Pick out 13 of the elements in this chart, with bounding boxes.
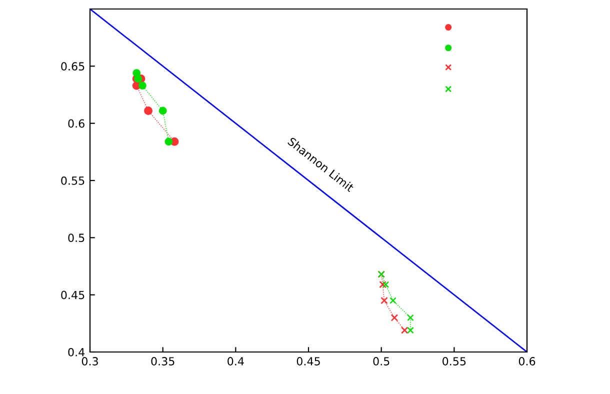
y-tick-label: 0.65 <box>61 62 84 71</box>
x-tick-label: 0.5 <box>373 357 390 366</box>
y-tick-label: 0.55 <box>61 176 84 185</box>
x-tick-label: 0.35 <box>151 357 174 366</box>
x-tick-label: 0.4 <box>228 357 244 366</box>
y-tick-label: 0.5 <box>68 234 84 242</box>
x-tick-label: 0.3 <box>82 357 98 366</box>
y-tick-label: 0.6 <box>68 119 84 128</box>
y-tick-label: 0.4 <box>68 348 85 356</box>
x-tick-label: 0.45 <box>296 357 320 366</box>
x-tick-label: 0.6 <box>518 357 536 366</box>
y-tick-label: 0.45 <box>61 290 84 300</box>
x-tick-label: 0.55 <box>442 357 466 366</box>
